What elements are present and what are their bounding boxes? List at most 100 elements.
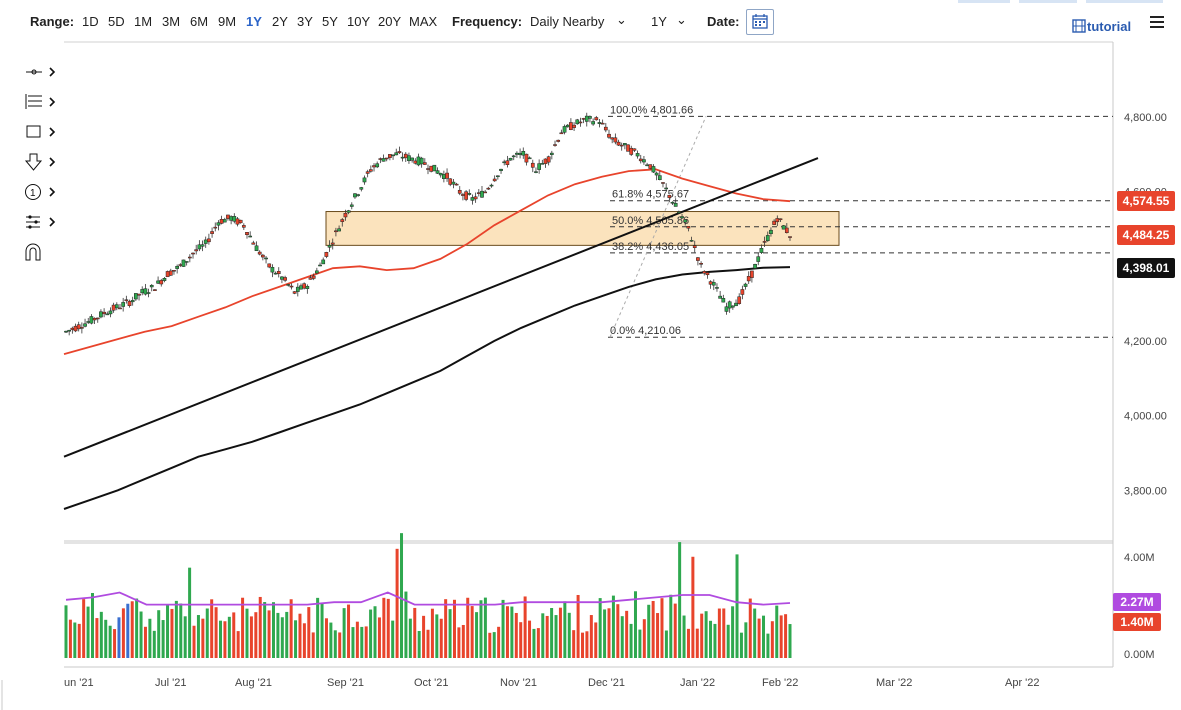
fib-anchor-line	[609, 116, 707, 338]
candle-body	[581, 118, 586, 120]
candle-body	[99, 311, 103, 318]
volume-bar	[647, 604, 651, 658]
candle-body	[219, 219, 224, 224]
candle-body	[156, 280, 160, 284]
volume-bar	[519, 622, 523, 658]
candle-body	[454, 183, 459, 186]
volume-bar	[205, 608, 209, 658]
candle-body	[416, 156, 421, 166]
candle-body	[769, 229, 773, 235]
candle-body	[762, 241, 767, 243]
line-tool-icon[interactable]	[22, 62, 62, 84]
fib-tool-icon[interactable]	[22, 92, 62, 114]
range-10y-button[interactable]: 10Y	[347, 14, 371, 29]
range-9m-button[interactable]: 9M	[218, 14, 237, 29]
candle-body	[372, 165, 376, 168]
candle-body	[324, 252, 329, 257]
candle-body	[438, 172, 443, 176]
candle-body	[283, 277, 287, 281]
candle-body	[359, 187, 364, 190]
range-1d-button[interactable]: 1D	[82, 14, 99, 29]
candle-body	[343, 213, 348, 218]
volume-bar	[757, 618, 761, 658]
candle-body	[549, 152, 554, 155]
candle-body	[349, 204, 354, 207]
time-tick-label: Sep '21	[327, 677, 364, 689]
magnet-icon[interactable]	[22, 242, 62, 264]
volume-bar	[373, 606, 377, 658]
volume-bar	[492, 632, 496, 658]
candle-body	[330, 242, 335, 245]
range-6m-button[interactable]: 6M	[190, 14, 209, 29]
candle-body	[80, 327, 84, 329]
measure-tool-icon[interactable]	[22, 212, 62, 234]
rectangle-tool-icon[interactable]	[22, 122, 62, 144]
candle-body	[534, 171, 538, 173]
volume-bar	[241, 597, 245, 658]
candle-body	[327, 245, 332, 248]
candle-body	[638, 158, 643, 162]
range-3m-button[interactable]: 3M	[162, 14, 181, 29]
candle-body	[172, 269, 176, 272]
volume-bar	[77, 623, 81, 658]
volume-bar	[73, 622, 77, 658]
candle-body	[254, 245, 259, 251]
hamburger-menu-icon[interactable]	[1150, 16, 1164, 28]
candle-body	[765, 235, 770, 242]
range-5d-button[interactable]: 5D	[108, 14, 125, 29]
range-2y-button[interactable]: 2Y	[272, 14, 288, 29]
volume-bar	[585, 631, 589, 658]
period-select[interactable]: 1Y	[651, 14, 667, 29]
date-label: Date:	[707, 14, 740, 29]
candle-body	[626, 144, 630, 152]
volume-bar	[576, 594, 580, 658]
range-5y-button[interactable]: 5Y	[322, 14, 338, 29]
arrow-down-icon[interactable]	[22, 152, 62, 174]
candle-body	[124, 299, 129, 301]
trendline[interactable]	[63, 157, 819, 458]
date-picker-button[interactable]	[746, 9, 774, 35]
candle-body	[540, 163, 545, 165]
volume-bar	[439, 618, 443, 658]
candle-body	[559, 132, 564, 135]
candle-body	[464, 191, 468, 200]
range-max-button[interactable]: MAX	[409, 14, 438, 29]
volume-bar	[183, 616, 187, 658]
volume-bar	[528, 620, 532, 658]
chevron-down-icon[interactable]: ⌄	[676, 12, 687, 27]
range-20y-button[interactable]: 20Y	[378, 14, 402, 29]
counter-icon[interactable]: 1	[22, 182, 62, 204]
volume-bar	[161, 620, 165, 658]
chevron-down-icon[interactable]: ⌄	[616, 12, 627, 27]
support-zone-rect[interactable]	[325, 211, 840, 246]
price-tick-label: 4,200.00	[1124, 336, 1167, 348]
volume-bar	[271, 602, 275, 658]
volume-bar	[722, 608, 726, 658]
volume-bar	[735, 554, 739, 658]
candle-body	[422, 162, 427, 165]
range-3y-button[interactable]: 3Y	[297, 14, 313, 29]
candle-body	[511, 155, 516, 158]
volume-tag-avg: 2.27M	[1113, 593, 1161, 611]
candle-body	[496, 175, 500, 178]
candle-body	[442, 174, 446, 179]
volume-bar	[788, 624, 792, 658]
volume-average-line	[65, 591, 791, 606]
volume-tick-label: 4.00M	[1124, 552, 1155, 564]
volume-bar	[307, 607, 311, 658]
volume-bar	[753, 608, 757, 658]
range-1m-button[interactable]: 1M	[134, 14, 153, 29]
volume-bar	[417, 631, 421, 658]
candle-body	[692, 245, 697, 248]
volume-bar	[324, 618, 328, 658]
range-1y-button[interactable]: 1Y	[246, 14, 262, 29]
volume-bar	[510, 606, 514, 658]
candle-body	[207, 238, 211, 243]
candle-body	[635, 153, 640, 157]
volume-bar	[435, 614, 439, 658]
candle-body	[292, 291, 297, 294]
frequency-select[interactable]: Daily Nearby	[530, 14, 605, 29]
volume-bar	[554, 615, 558, 658]
volume-bar	[298, 613, 302, 658]
